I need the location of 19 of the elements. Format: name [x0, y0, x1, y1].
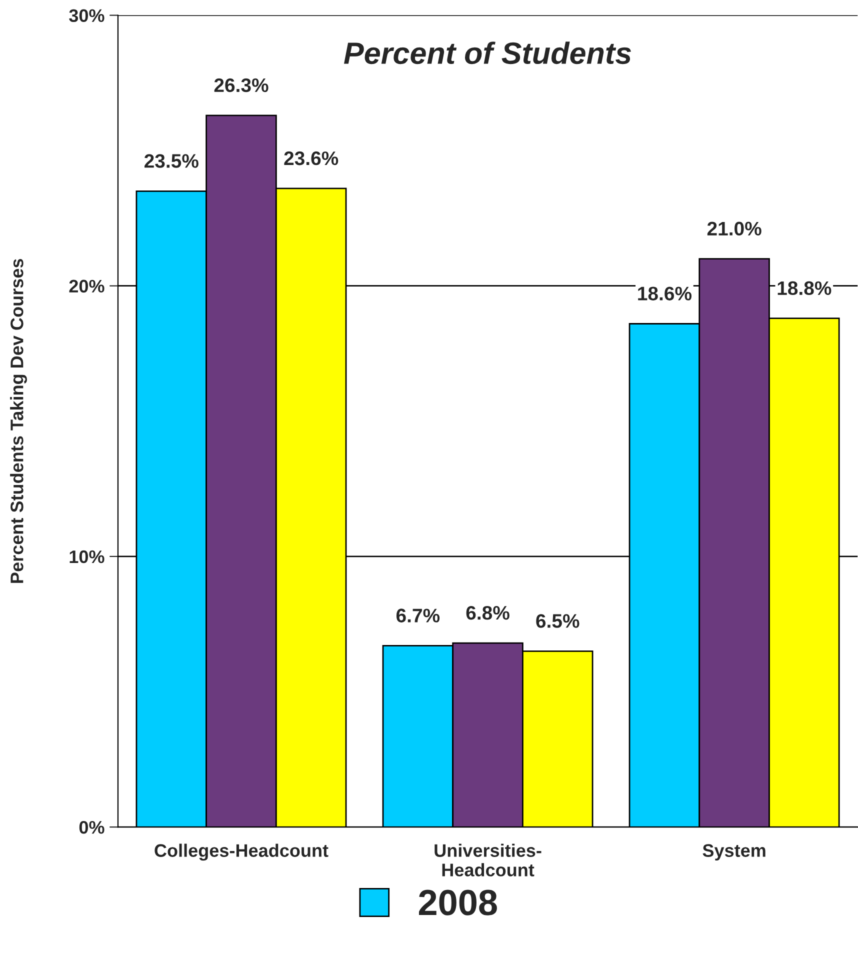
x-tick-label: Universities- Headcount [434, 844, 542, 876]
y-axis-title: Percent Students Taking Dev Courses [10, 259, 27, 583]
data-label: 21.0% [707, 222, 762, 236]
y-tick-label: 20% [69, 280, 104, 293]
data-label: 23.5% [144, 154, 198, 168]
data-label: 18.8% [778, 281, 832, 296]
x-tick-label: Colleges-Headcount [154, 844, 328, 861]
data-label: 6.7% [396, 608, 440, 622]
y-tick-label: 30% [69, 9, 104, 22]
x-tick-label: System [702, 844, 766, 861]
data-label: 6.5% [536, 614, 580, 628]
y-tick-label: 0% [79, 820, 104, 834]
data-label: 6.8% [466, 606, 510, 620]
data-label: 18.6% [638, 286, 692, 300]
data-label: 26.3% [214, 78, 268, 92]
y-tick-label: 10% [70, 550, 104, 564]
legend-label: 2008 [418, 890, 497, 916]
data-label: 23.6% [284, 151, 338, 166]
text: Percent of Students [344, 42, 632, 64]
